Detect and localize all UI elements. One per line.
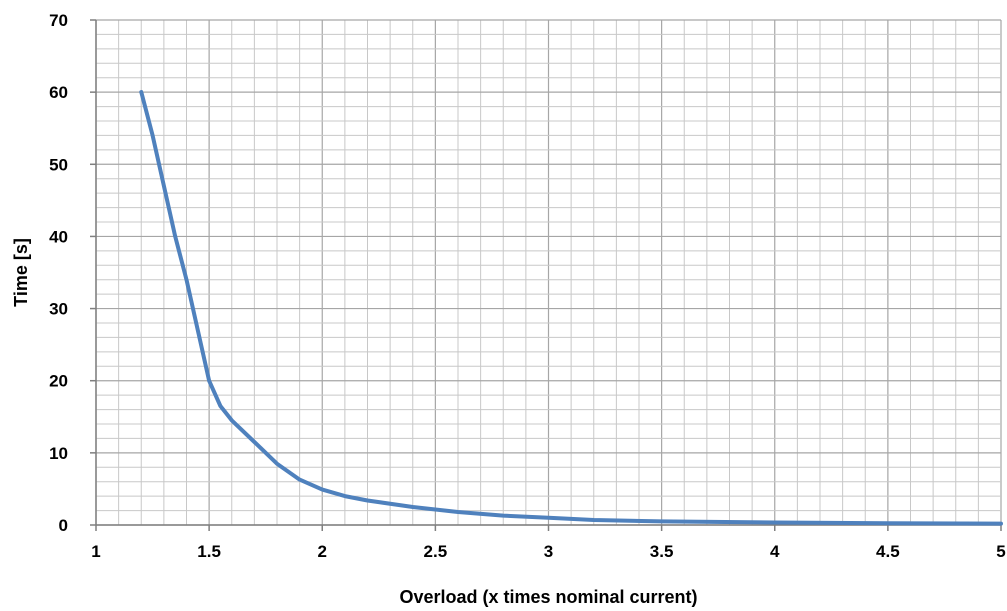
x-tick-label: 4.5 xyxy=(876,542,900,561)
x-tick-label: 3 xyxy=(544,542,553,561)
y-tick-label: 30 xyxy=(49,300,68,319)
x-tick-label: 3.5 xyxy=(650,542,674,561)
y-tick-label: 60 xyxy=(49,83,68,102)
y-tick-label: 0 xyxy=(59,516,68,535)
series-layer xyxy=(139,90,1003,526)
tick-labels: 0 10 20 30 40 50 60 70 1 1.5 2 2.5 3 3.5 4 4.5 5 xyxy=(49,11,1006,561)
grid xyxy=(95,19,1002,526)
x-tick-label: 2 xyxy=(318,542,327,561)
y-tick-label: 10 xyxy=(49,444,68,463)
y-tick-label: 20 xyxy=(49,372,68,391)
y-tick-label: 40 xyxy=(49,227,68,246)
axes xyxy=(90,19,1002,531)
x-tick-label: 1.5 xyxy=(197,542,221,561)
x-axis-title: Overload (x times nominal current) xyxy=(399,587,697,607)
x-tick-label: 5 xyxy=(996,542,1005,561)
y-tick-label: 50 xyxy=(49,155,68,174)
x-tick-label: 1 xyxy=(91,542,100,561)
series-line xyxy=(139,90,1003,526)
y-axis-title: Time [s] xyxy=(11,238,31,307)
x-tick-label: 4 xyxy=(770,542,780,561)
y-tick-label: 70 xyxy=(49,11,68,30)
x-tick-label: 2.5 xyxy=(424,542,448,561)
